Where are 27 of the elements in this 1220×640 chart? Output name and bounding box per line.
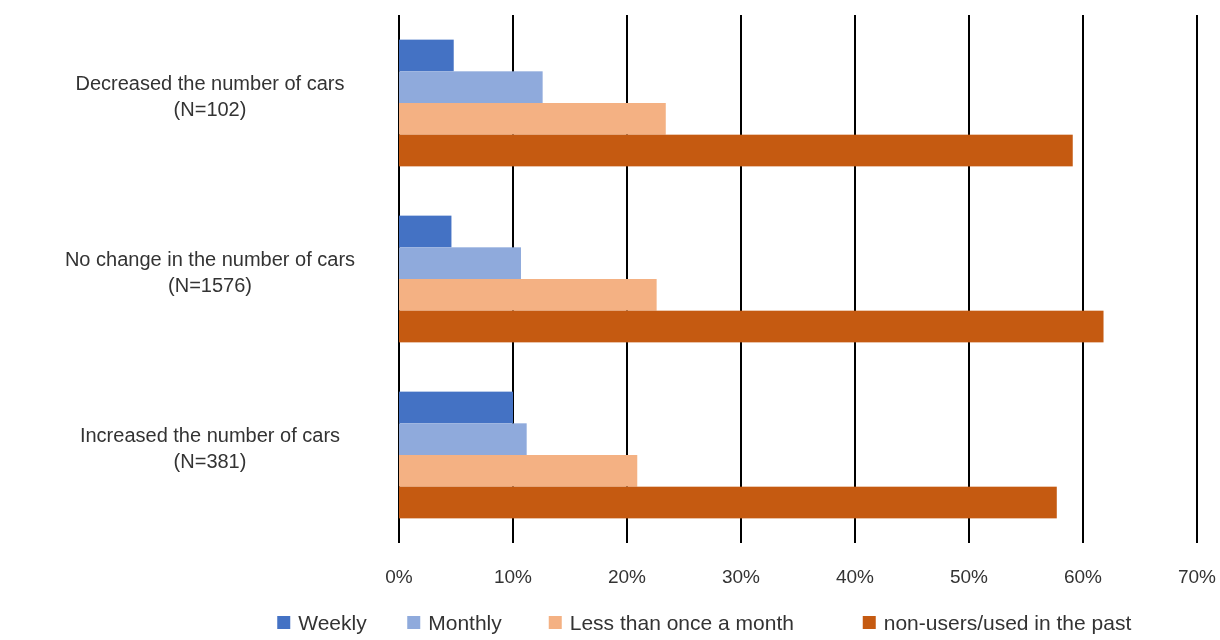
bar — [399, 391, 513, 424]
bar — [399, 247, 521, 279]
x-tick-label: 10% — [493, 566, 533, 587]
bar — [399, 103, 666, 135]
bar — [399, 71, 543, 103]
y-tick-label: Decreased the number of cars (N=102) — [75, 72, 345, 120]
bar — [399, 134, 1073, 167]
legend-label: Weekly — [298, 611, 368, 634]
y-tick-label: Increased the number of cars (N=381) — [79, 424, 341, 472]
y-tick-label: No change in the number of cars (N=1576) — [64, 248, 356, 296]
bar — [399, 279, 657, 311]
legend-label: non-users/used in the past — [883, 611, 1132, 634]
bar — [399, 423, 527, 455]
x-tick-label: 50% — [949, 566, 989, 587]
bar — [399, 39, 454, 72]
legend-label: Less than once a month — [569, 611, 794, 634]
x-tick-label: 20% — [607, 566, 647, 587]
bar — [399, 486, 1057, 519]
x-tick-label: 70% — [1177, 566, 1217, 587]
x-tick-label: 40% — [835, 566, 875, 587]
bar — [399, 455, 638, 487]
legend-label: Monthly — [428, 611, 503, 634]
x-tick-label: 60% — [1063, 566, 1103, 587]
bar — [399, 310, 1104, 343]
x-tick-label: 0% — [385, 566, 413, 587]
x-tick-label: 30% — [721, 566, 761, 587]
bar — [399, 215, 452, 248]
